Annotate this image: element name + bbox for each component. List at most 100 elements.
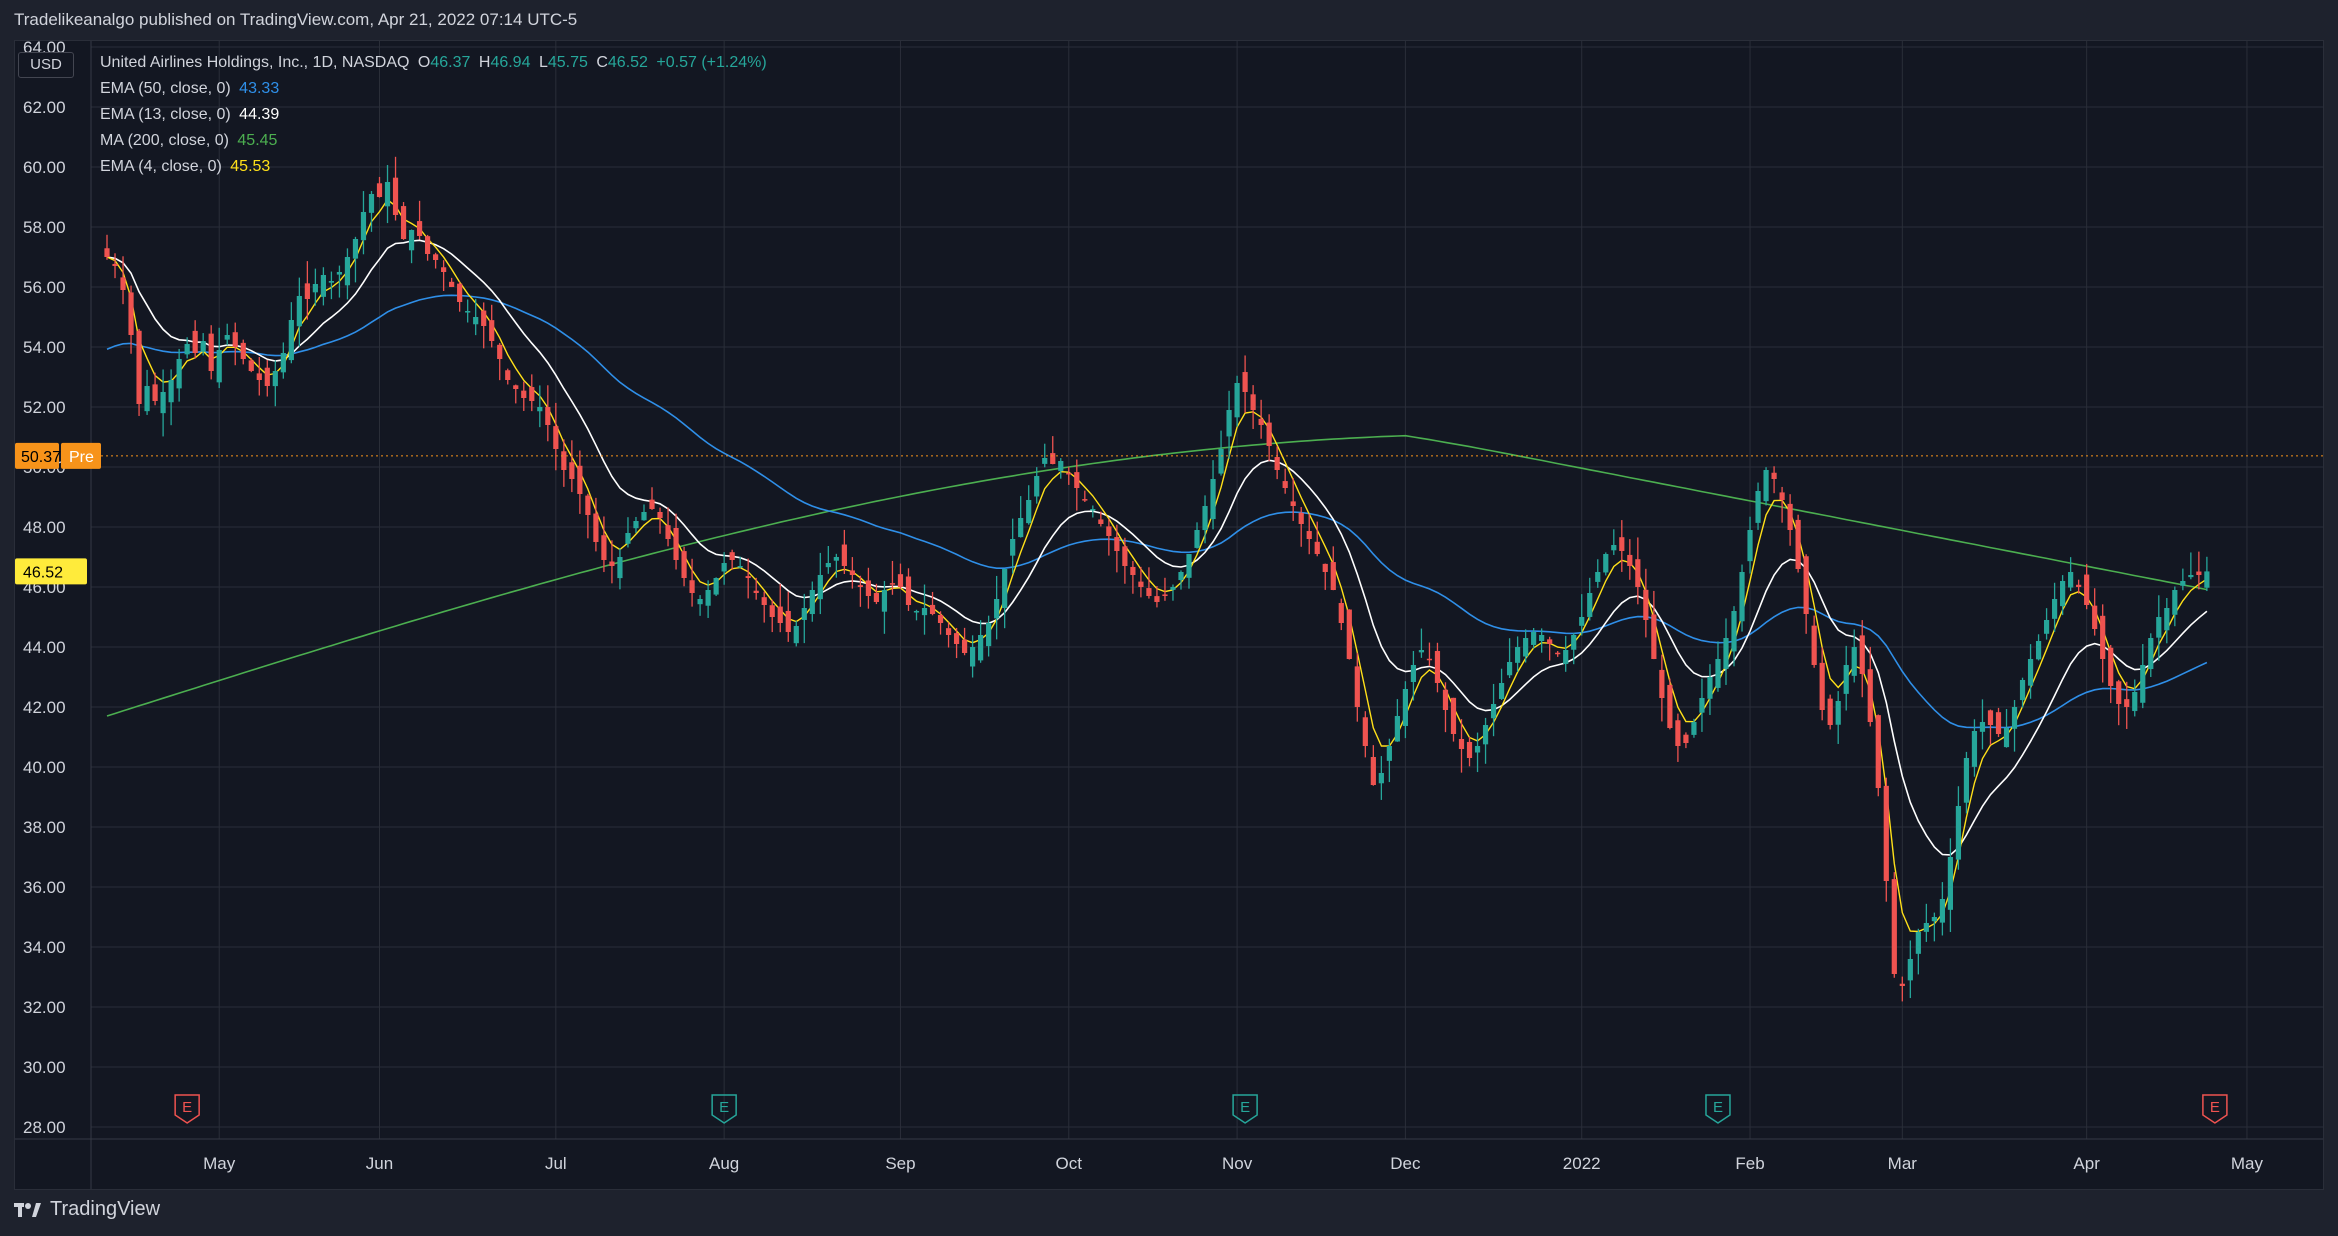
high-label: H xyxy=(478,54,491,71)
pre-price-text: 50.37 xyxy=(21,449,61,466)
candle-body xyxy=(1579,617,1585,626)
candle-body xyxy=(994,599,1000,619)
candle-body xyxy=(1154,596,1160,602)
candle-body xyxy=(1026,500,1032,524)
ema4-value: 45.53 xyxy=(230,158,271,175)
candle-body xyxy=(1707,677,1713,699)
x-tick-label: Nov xyxy=(1222,1154,1253,1173)
candle-body xyxy=(2011,707,2018,729)
price-chart[interactable]: 64.0062.0060.0058.0056.0054.0052.0050.00… xyxy=(15,38,2323,1189)
candle-body xyxy=(1282,481,1288,488)
candle-body xyxy=(857,585,863,587)
candle-body xyxy=(1466,741,1473,758)
candle-body xyxy=(1739,572,1745,622)
candle-body xyxy=(1122,546,1128,566)
candle-body xyxy=(1130,566,1136,575)
candle-body xyxy=(2188,575,2194,578)
candle-body xyxy=(545,407,551,425)
candle-body xyxy=(1851,647,1857,676)
candle-body xyxy=(1827,698,1833,725)
y-tick-label: 30.00 xyxy=(23,1058,66,1077)
candle-body xyxy=(497,344,503,359)
ema50-value: 43.33 xyxy=(239,80,280,97)
candle-body xyxy=(1418,650,1425,653)
ema4-label: EMA (4, close, 0) xyxy=(100,158,222,175)
y-tick-label: 44.00 xyxy=(23,638,66,657)
candle-body xyxy=(1490,704,1497,719)
candle-body xyxy=(336,272,343,275)
x-tick-label: Feb xyxy=(1735,1154,1764,1173)
candle-body xyxy=(489,320,495,341)
y-tick-label: 52.00 xyxy=(23,398,66,417)
candle-body xyxy=(457,283,463,302)
candle-body xyxy=(112,263,118,266)
candle-body xyxy=(264,367,270,386)
ema13-label: EMA (13, close, 0) xyxy=(100,106,231,123)
candle-body xyxy=(433,254,439,260)
candle-body xyxy=(1042,458,1048,464)
candle-body xyxy=(1659,669,1665,698)
y-tick-label: 38.00 xyxy=(23,818,66,837)
candle-body xyxy=(561,451,567,470)
candle-body xyxy=(1362,717,1368,746)
tradingview-logo[interactable]: TradingView xyxy=(14,1198,160,1221)
candle-body xyxy=(1242,372,1248,392)
ema4-line xyxy=(106,198,2208,933)
candle-body xyxy=(2140,665,2146,703)
candle-body xyxy=(809,590,815,615)
candle-body xyxy=(1643,589,1649,620)
legend-ema50-row[interactable]: EMA (50, close, 0) 43.33 xyxy=(100,80,283,98)
candle-body xyxy=(1370,756,1376,785)
candle-body xyxy=(1915,932,1921,954)
candle-body xyxy=(1378,773,1384,784)
candle-body xyxy=(1803,556,1809,614)
candle-body xyxy=(1018,518,1024,538)
legend-ema13-row[interactable]: EMA (13, close, 0) 44.39 xyxy=(100,106,283,124)
candle-body xyxy=(1002,569,1008,608)
candle-body xyxy=(449,281,455,287)
candle-body xyxy=(2204,571,2210,588)
candle-body xyxy=(1066,472,1072,475)
candle-body xyxy=(1250,394,1256,410)
candle-body xyxy=(1330,562,1336,590)
candle-body xyxy=(1338,603,1344,623)
candle-body xyxy=(1859,635,1865,674)
candle-body xyxy=(1531,632,1537,645)
legend-ema4-row[interactable]: EMA (4, close, 0) 45.53 xyxy=(100,158,274,176)
candle-body xyxy=(1434,650,1441,683)
candle-body xyxy=(352,239,359,259)
currency-label[interactable]: USD xyxy=(18,52,74,78)
y-tick-label: 62.00 xyxy=(23,98,66,117)
candle-body xyxy=(416,221,423,236)
earnings-marker[interactable]: E xyxy=(1232,1094,1258,1124)
candle-body xyxy=(889,583,896,585)
symbol-description[interactable]: United Airlines Holdings, Inc., 1D, NASD… xyxy=(100,54,410,71)
candle-body xyxy=(1346,609,1352,659)
candle-body xyxy=(793,626,799,644)
candle-body xyxy=(2100,615,2106,659)
candle-body xyxy=(1210,479,1216,520)
candle-body xyxy=(1547,639,1553,644)
candle-body xyxy=(200,341,206,352)
x-tick-label: 2022 xyxy=(1563,1154,1601,1173)
earnings-marker-shape xyxy=(1705,1094,1731,1124)
earnings-marker[interactable]: E xyxy=(711,1094,737,1124)
legend-ma200-row[interactable]: MA (200, close, 0) 45.45 xyxy=(100,132,281,150)
candle-body xyxy=(1667,684,1673,728)
candle-body xyxy=(1402,689,1408,726)
candle-body xyxy=(2196,571,2202,575)
open-label: O xyxy=(417,54,431,71)
candle-body xyxy=(1354,666,1360,707)
candle-body xyxy=(1931,917,1937,922)
candle-body xyxy=(1723,638,1729,669)
candle-body xyxy=(1442,689,1449,710)
candle-body xyxy=(833,557,839,561)
candle-body xyxy=(569,462,575,479)
earnings-marker[interactable]: E xyxy=(2202,1094,2228,1124)
candle-body xyxy=(553,426,559,449)
earnings-marker[interactable]: E xyxy=(1705,1094,1731,1124)
candle-body xyxy=(408,230,415,251)
candle-body xyxy=(1322,563,1328,572)
chart-container[interactable]: 64.0062.0060.0058.0056.0054.0052.0050.00… xyxy=(14,38,2324,1190)
earnings-marker[interactable]: E xyxy=(174,1094,200,1124)
